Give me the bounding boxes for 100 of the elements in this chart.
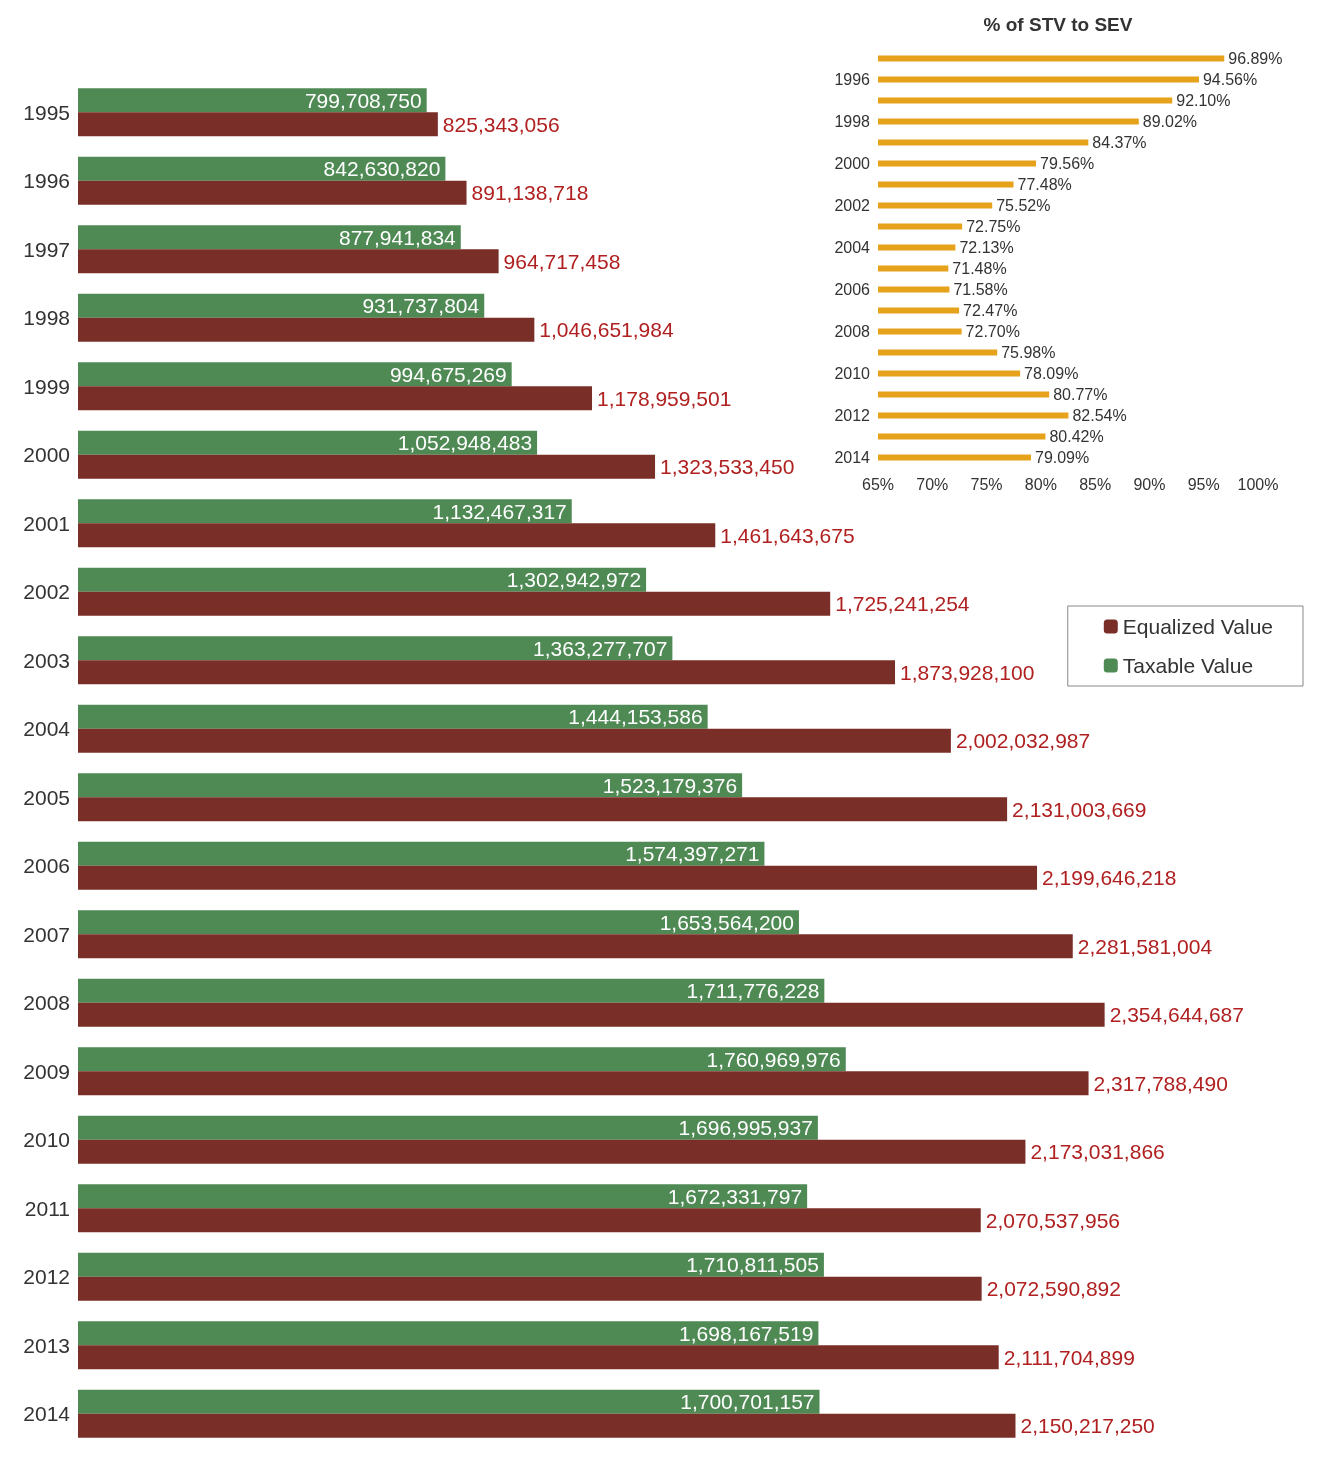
y-tick-label: 1999 [23,374,70,398]
bar [78,704,708,729]
data-label: 1,523,179,376 [602,773,738,797]
data-label: 1,574,397,271 [625,842,760,866]
data-label: 842,630,820 [323,157,441,181]
data-label: 2,131,003,669 [1012,797,1147,821]
bar [78,1345,999,1370]
bar [78,1115,818,1140]
x-tick-label: 80% [1024,475,1057,493]
data-label: 891,138,718 [471,181,589,205]
data-label: 82.54% [1072,407,1127,424]
data-label: 1,760,969,976 [706,1047,841,1071]
data-label: 877,941,834 [338,225,457,249]
data-label: 825,343,056 [442,112,560,136]
bar [78,225,461,250]
y-tick-label: 2011 [24,1196,70,1220]
data-label: 1,725,241,254 [835,592,970,616]
bar [78,1184,808,1209]
bar [78,865,1038,890]
data-label: 96.89% [1228,50,1283,67]
y-tick-label: 2009 [23,1059,70,1083]
bar [78,797,1008,822]
data-label: 1,132,467,317 [432,499,567,523]
data-label: 1,323,533,450 [660,455,795,479]
data-label: 78.09% [1024,365,1079,382]
data-label: 80.77% [1053,386,1108,403]
y-tick-label: 2007 [23,922,70,946]
y-tick-label: 1996 [23,169,70,193]
bar [78,773,743,798]
bar [78,934,1073,959]
bar [78,636,673,661]
bar [78,386,593,411]
y-tick-label: 1996 [834,71,871,88]
data-label: 71.58% [953,281,1008,298]
data-label: 994,675,269 [389,362,507,386]
legend-label: Equalized Value [1122,615,1274,638]
data-label: 931,737,804 [362,294,480,318]
y-tick-label: 1998 [834,113,871,130]
data-label: 72.75% [966,218,1021,235]
y-tick-label: 2002 [834,197,871,214]
data-label: 2,173,031,866 [1030,1140,1165,1164]
data-label: 799,708,750 [304,88,422,112]
bar [78,1047,846,1072]
y-tick-label: 2012 [834,407,871,424]
bar [78,1139,1026,1164]
bar [78,1276,982,1301]
data-label: 1,653,564,200 [659,910,794,934]
y-tick-label: 2000 [834,155,871,172]
legend-label: Taxable Value [1122,654,1254,677]
bar [78,156,446,181]
data-label: 2,281,581,004 [1077,934,1213,958]
bar [78,499,572,524]
data-label: 2,199,646,218 [1042,866,1177,890]
y-tick-label: 2003 [23,648,70,672]
bar [78,362,512,387]
y-tick-label: 2001 [23,511,70,535]
bar [78,1389,820,1414]
y-tick-label: 1998 [23,306,70,330]
y-tick-label: 2008 [23,991,70,1015]
bar [78,454,656,479]
y-tick-label: 2005 [23,785,70,809]
y-tick-label: 2006 [834,281,871,298]
data-label: 72.70% [965,323,1020,340]
bar [78,1321,819,1346]
x-tick-label: 85% [1079,475,1112,493]
data-label: 94.56% [1202,71,1258,88]
data-label: 84.37% [1092,134,1147,151]
bar [78,1252,824,1277]
chart-title: % of STV to SEV [983,14,1133,35]
data-label: 1,698,167,519 [679,1321,814,1345]
y-tick-label: 1995 [23,100,70,124]
bar [78,1002,1105,1027]
bar [78,317,535,342]
y-tick-label: 2014 [23,1402,71,1426]
bar [78,591,831,616]
x-tick-label: 75% [970,475,1003,493]
data-label: 92.10% [1176,92,1231,109]
bar [78,180,467,205]
bar [78,523,716,548]
data-label: 71.48% [952,260,1007,277]
data-label: 2,111,704,899 [1003,1345,1135,1369]
data-label: 79.09% [1034,449,1090,466]
x-tick-label: 65% [861,475,895,493]
data-label: 1,444,153,586 [568,705,703,729]
data-label: 80.42% [1049,428,1104,445]
data-label: 1,046,651,984 [539,318,674,342]
x-tick-label: 70% [916,475,949,493]
bar [78,249,499,274]
data-label: 1,178,959,501 [597,386,732,410]
y-tick-label: 1997 [23,237,70,261]
bar [78,841,765,866]
y-tick-label: 2006 [23,854,70,878]
bar [78,728,951,753]
bar [78,1071,1089,1096]
bar [78,430,538,455]
data-label: 1,672,331,797 [667,1184,803,1208]
x-tick-label: 95% [1187,475,1220,493]
y-tick-label: 2008 [834,323,871,340]
data-label: 75.98% [1001,344,1056,361]
data-label: 79.56% [1040,155,1095,172]
